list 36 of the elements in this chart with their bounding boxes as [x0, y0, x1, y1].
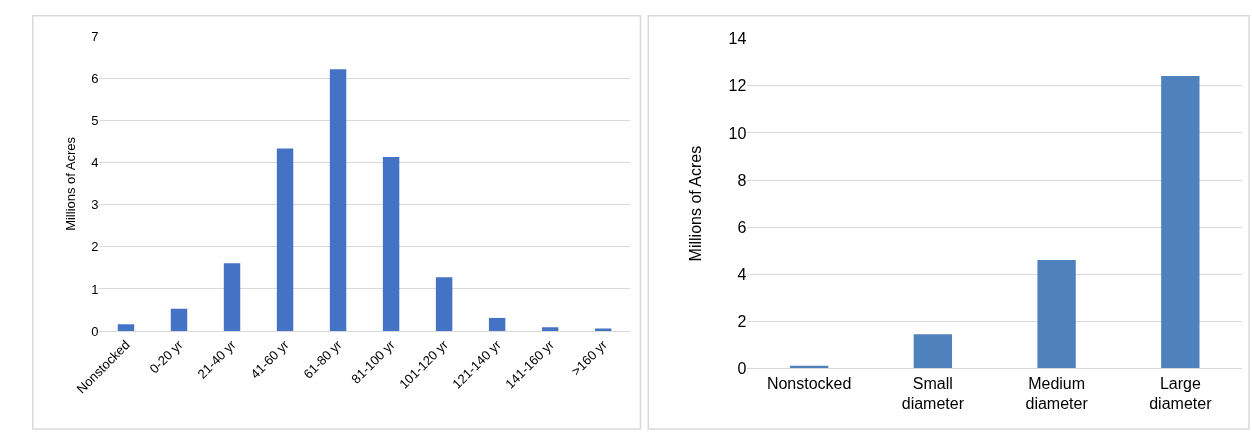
y-tick-label: 5: [91, 113, 99, 129]
y-tick-label: 6: [737, 218, 747, 236]
y-tick-label: 2: [737, 312, 747, 330]
x-tick-label: 0-20 yr: [146, 336, 187, 377]
bar: [435, 277, 453, 331]
y-tick-label: 12: [728, 77, 747, 95]
bar: [594, 328, 612, 331]
bar: [488, 317, 506, 331]
y-axis-title: Millions of Acres: [63, 136, 79, 231]
bar: [382, 157, 400, 331]
y-tick-label: 7: [91, 29, 99, 45]
y-tick-label: 14: [728, 30, 747, 48]
y-tick-label: 3: [91, 197, 99, 213]
bar: [223, 263, 241, 331]
x-tick-label: Nonstocked: [766, 374, 852, 392]
x-tick-label: Large diameter: [1149, 374, 1213, 413]
bar: [329, 69, 347, 331]
y-axis-title: Millions of Acres: [687, 145, 705, 262]
y-tick-label: 6: [91, 71, 99, 87]
y-tick-label: 4: [91, 155, 99, 171]
bar: [913, 334, 953, 369]
bar: [117, 324, 135, 331]
y-tick-label: 1: [91, 281, 99, 297]
y-tick-label: 10: [728, 124, 747, 142]
x-tick-label: Small diameter: [901, 374, 965, 413]
y-tick-label: 0: [737, 360, 747, 378]
bar: [541, 327, 559, 331]
bar: [170, 308, 188, 331]
y-tick-label: 0: [91, 323, 99, 339]
bar: [1037, 260, 1076, 369]
x-tick-label: Medium diameter: [1025, 374, 1089, 413]
y-tick-label: 4: [737, 265, 747, 283]
y-tick-label: 2: [91, 239, 99, 255]
bar: [276, 148, 294, 331]
y-tick-label: 8: [737, 171, 747, 189]
bar: [1161, 75, 1200, 369]
